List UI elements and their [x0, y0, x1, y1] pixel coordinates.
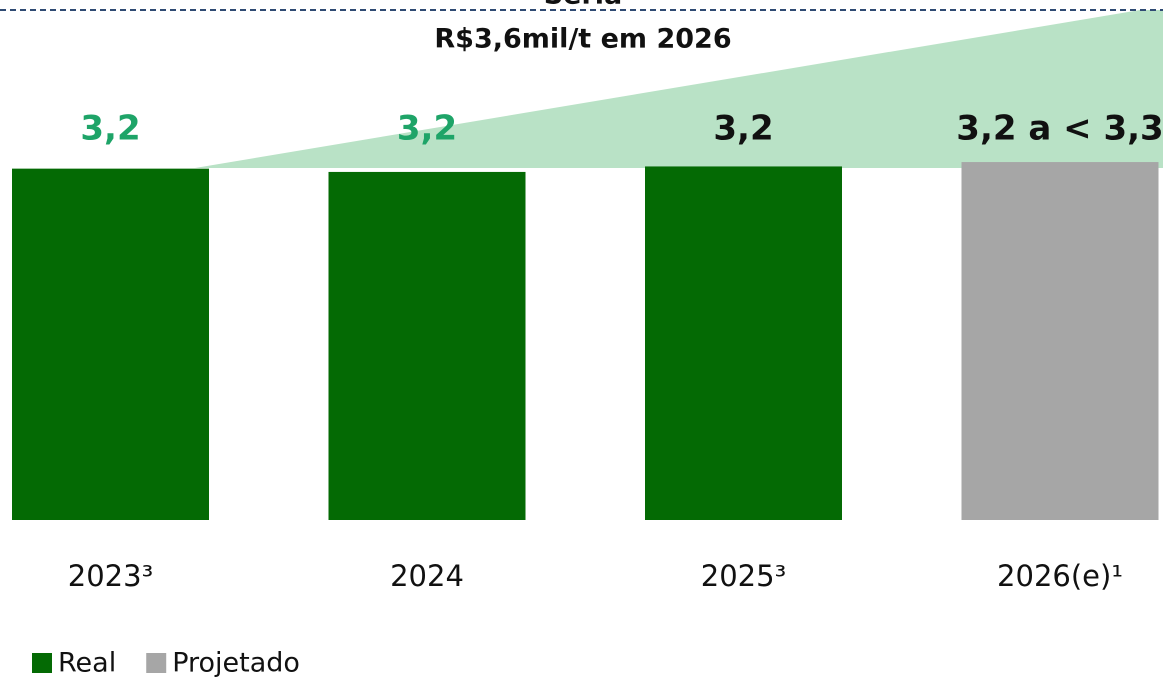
legend-swatch [146, 653, 167, 673]
x-tick-label: 2026(e)¹ [997, 559, 1123, 593]
annotation: R$3,6mil/t em 2026 [434, 24, 731, 55]
value-label: 3,2 a < 3,3 [956, 109, 1163, 149]
bar [12, 168, 209, 520]
x-tick-label: 2023³ [68, 559, 153, 593]
value-label: 3,2 [713, 109, 773, 149]
x-tick-label: 2024 [390, 559, 464, 593]
legend-swatch [32, 653, 52, 673]
bar [961, 162, 1159, 520]
x-tick-label: 2025³ [701, 559, 786, 593]
legend-label: Real [58, 648, 116, 678]
annotation: Seria [544, 0, 623, 11]
value-label: 3,2 [80, 109, 140, 149]
target-wedge [195, 10, 1163, 168]
bar [645, 166, 842, 520]
value-label: 3,2 [397, 109, 457, 149]
bar [328, 171, 526, 520]
legend-label: Projetado [172, 648, 300, 678]
